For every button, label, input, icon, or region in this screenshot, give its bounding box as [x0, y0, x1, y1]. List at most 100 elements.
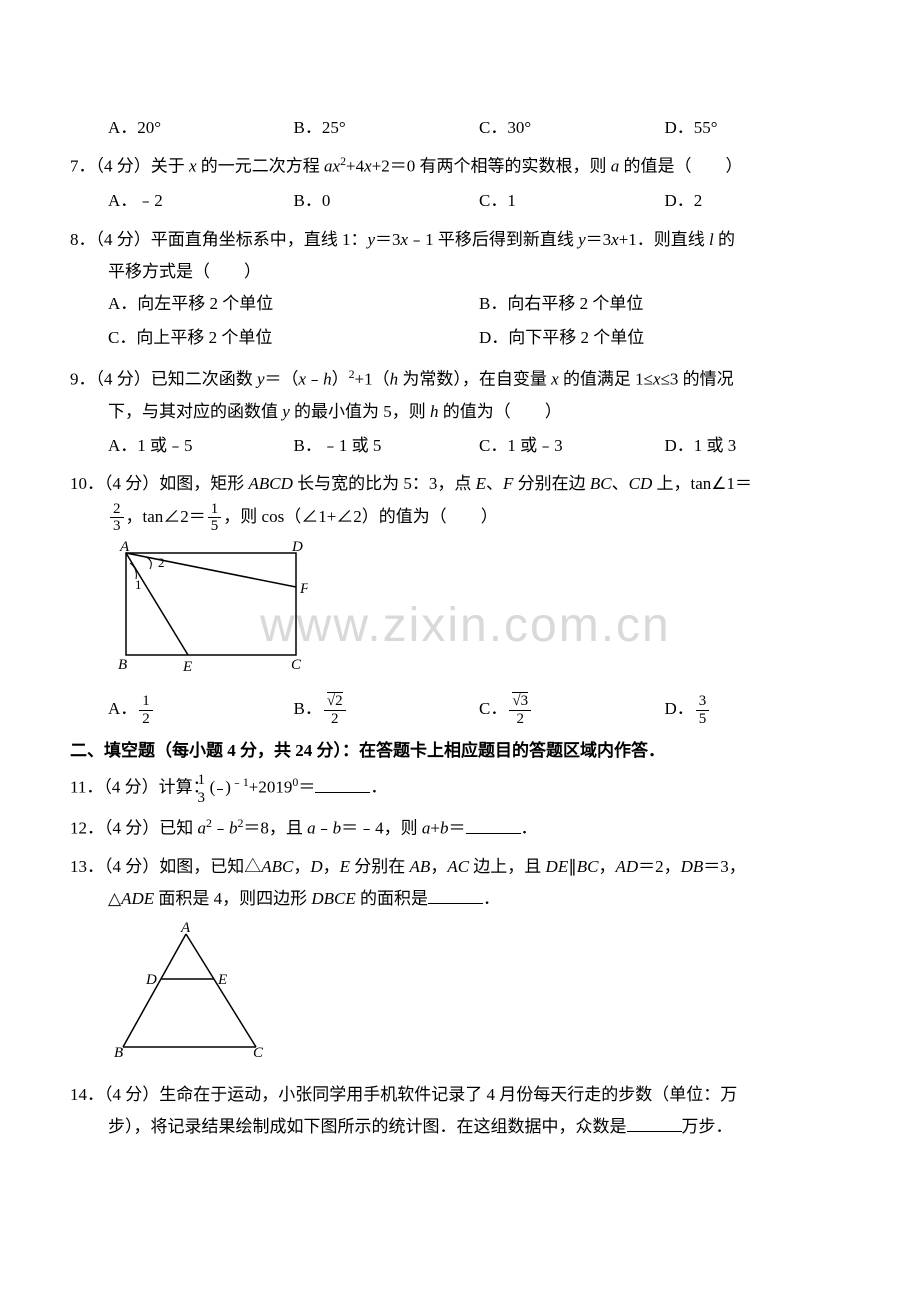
q13-text: ＝2， — [638, 857, 681, 876]
q10-ABCD: ABCD — [249, 474, 293, 493]
q12-text: ﹣ — [316, 819, 333, 838]
q13-ABC: ABC — [261, 857, 293, 876]
q11-text: 11．（4 分）计算：( — [70, 778, 215, 797]
svg-text:2: 2 — [158, 555, 165, 570]
svg-text:A: A — [119, 541, 130, 555]
q14-text: 万步． — [682, 1117, 733, 1136]
q9-var: x — [551, 369, 559, 388]
q10-optB: B．√22 — [294, 693, 480, 727]
q13-text: ＝3， — [703, 857, 746, 876]
q10-optD: D．35 — [665, 693, 851, 727]
q9-text: 下，与其对应的函数值 — [108, 402, 282, 421]
q13-ADE: ADE — [121, 889, 154, 908]
svg-text:1: 1 — [135, 577, 142, 592]
question-9: 9．（4 分）已知二次函数 y＝（x﹣h）2+1（h 为常数），在自变量 x 的… — [70, 363, 850, 463]
q8-var-y: y — [368, 230, 376, 249]
q6-optB: B．25° — [294, 112, 480, 144]
q9-text: 为常数），在自变量 — [398, 369, 551, 388]
question-11: 11．（4 分）计算：(13)﹣1+20190＝． — [70, 771, 850, 806]
q13-E: E — [340, 857, 350, 876]
q13-text: ， — [598, 857, 615, 876]
q12-text: ＝﹣4，则 — [341, 819, 422, 838]
question-12: 12．（4 分）已知 a2﹣b2＝8，且 a﹣b＝﹣4，则 a+b＝． — [70, 812, 850, 845]
q9-var: y — [282, 402, 290, 421]
q14-line1: 14．（4 分）生命在于运动，小张同学用手机软件记录了 4 月份每天行走的步数（… — [70, 1079, 850, 1111]
q11-text: ． — [370, 778, 387, 797]
q10-text: ，tan∠2＝ — [126, 507, 206, 526]
q13-D: D — [310, 857, 322, 876]
svg-text:D: D — [291, 541, 303, 555]
q7-optC: C．1 — [479, 185, 665, 217]
q13-DBCE: DBCE — [311, 889, 355, 908]
q10-text: ，则 cos（∠1+∠2）的值为（ ） — [223, 507, 498, 526]
q7-text: +4 — [346, 157, 364, 176]
q9-var: y — [257, 369, 265, 388]
q10-optC: C．√32 — [479, 693, 665, 727]
q9-text: 的值满足 1≤ — [559, 369, 653, 388]
q7-optB: B．0 — [294, 185, 480, 217]
q7-optD: D．2 — [665, 185, 851, 217]
q8-optD: D．向下平移 2 个单位 — [479, 322, 850, 354]
q13-text: △ — [108, 889, 121, 908]
q11-blank — [315, 776, 370, 793]
q11-sup: ﹣1 — [231, 775, 249, 789]
q7-text: 7．（4 分）关于 — [70, 157, 189, 176]
q13-blank — [428, 887, 483, 904]
q11-text: +2019 — [249, 778, 293, 797]
q9-var: h — [430, 402, 439, 421]
q13-DB: DB — [681, 857, 704, 876]
q12-b: b — [333, 819, 342, 838]
q6-optA: A．20° — [108, 112, 294, 144]
q10-frac2: 15 — [208, 501, 222, 535]
q13-text: 13．（4 分）如图，已知△ — [70, 857, 261, 876]
q12-a: a — [198, 819, 207, 838]
q9-text: +1（ — [355, 369, 390, 388]
q8-text: 8．（4 分）平面直角坐标系中，直线 1： — [70, 230, 368, 249]
question-6-options: A．20° B．25° C．30° D．55° — [70, 112, 850, 144]
q13-text: 的面积是 — [356, 889, 428, 908]
q7-var-x2: x — [364, 157, 372, 176]
q6-optC: C．30° — [479, 112, 665, 144]
svg-text:C: C — [253, 1045, 264, 1061]
q13-DE: DE — [546, 857, 569, 876]
q8-text: +1．则直线 — [619, 230, 709, 249]
q9-optD: D．1 或 3 — [665, 430, 851, 462]
q10-E: E — [476, 474, 486, 493]
q8-text: 的 — [714, 230, 735, 249]
q10-frac1: 23 — [110, 501, 124, 535]
q9-text: ﹣ — [306, 369, 323, 388]
q12-blank — [466, 817, 521, 834]
q10-text: 分别在边 — [513, 474, 590, 493]
q9-text: ） — [332, 369, 349, 388]
q13-text: ， — [430, 857, 447, 876]
q12-text: ＝8，且 — [243, 819, 307, 838]
question-13: 13．（4 分）如图，已知△ABC，D，E 分别在 AB，AC 边上，且 DE∥… — [70, 851, 850, 1073]
svg-text:E: E — [182, 659, 192, 675]
svg-text:D: D — [145, 972, 157, 988]
q10-text: 、 — [612, 474, 629, 493]
q10-text: 10．（4 分）如图，矩形 — [70, 474, 249, 493]
q9-text: ＝（ — [265, 369, 299, 388]
q8-var-y: y — [578, 230, 586, 249]
q10-optA: A．12 — [108, 693, 294, 727]
q8-var-x: x — [401, 230, 409, 249]
q13-AD: AD — [615, 857, 638, 876]
q8-var-x: x — [611, 230, 619, 249]
q6-optD: D．55° — [665, 112, 851, 144]
q12-b: b — [440, 819, 449, 838]
svg-text:C: C — [291, 657, 302, 673]
q7-text: 的一元二次方程 — [197, 157, 325, 176]
q13-text: 面积是 4，则四边形 — [154, 889, 311, 908]
q9-text: 的最小值为 5，则 — [290, 402, 430, 421]
q9-var: x — [653, 369, 661, 388]
q9-optC: C．1 或﹣3 — [479, 430, 665, 462]
q10-text: 上，tan∠1＝ — [652, 474, 752, 493]
q13-text: ， — [293, 857, 310, 876]
question-14: 14．（4 分）生命在于运动，小张同学用手机软件记录了 4 月份每天行走的步数（… — [70, 1079, 850, 1144]
q13-text: ∥ — [568, 857, 577, 876]
q10-text: 、 — [486, 474, 503, 493]
q8-optA: A．向左平移 2 个单位 — [108, 288, 479, 320]
q10-diagram: A D B C E F 1 2 — [108, 541, 850, 687]
q7-text: +2＝0 有两个相等的实数根，则 — [372, 157, 611, 176]
q9-text: ≤3 的情况 — [661, 369, 734, 388]
